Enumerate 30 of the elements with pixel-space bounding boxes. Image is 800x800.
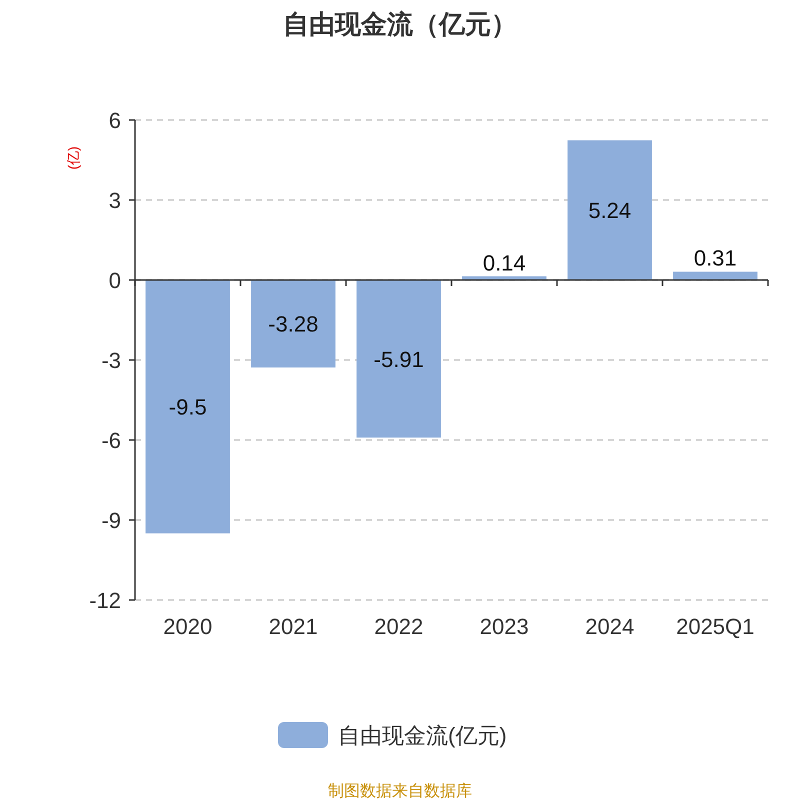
data-label: -3.28 xyxy=(268,312,318,337)
legend-label: 自由现金流(亿元) xyxy=(338,723,507,748)
y-axis-title: (亿) xyxy=(65,146,81,170)
data-label: 0.31 xyxy=(694,246,737,271)
data-label: 5.24 xyxy=(588,198,632,224)
y-tick-label: -9 xyxy=(101,508,121,533)
bar xyxy=(146,280,230,534)
x-tick-label: 2021 xyxy=(268,614,318,639)
y-tick-label: -3 xyxy=(101,348,121,373)
y-tick-label: 3 xyxy=(108,188,121,213)
自由现金流(亿元): -9.5 -3.28 -5.91 0.14 5.24 0.31 xyxy=(146,140,758,534)
x-tick-label: 2023 xyxy=(480,614,529,639)
x-tick-label: 2024 xyxy=(585,614,634,639)
y-tick-label: 0 xyxy=(108,268,121,293)
legend: 自由现金流(亿元) xyxy=(278,722,507,748)
x-tick-label: 2025Q1 xyxy=(676,614,754,639)
bar xyxy=(356,280,441,438)
chart-title: 自由现金流（亿元） xyxy=(283,9,517,39)
x-tick-label: 2022 xyxy=(374,614,424,639)
data-label: -5.91 xyxy=(374,346,424,372)
x-tick-label: 2020 xyxy=(163,614,212,639)
bar xyxy=(251,280,336,368)
data-label: 0.14 xyxy=(482,250,526,276)
data-label: -9.5 xyxy=(168,394,207,420)
y-tick-label: -12 xyxy=(89,588,121,613)
bar xyxy=(568,140,652,280)
text: 制图数据来自数据库 xyxy=(328,782,472,800)
y-tick-label: 6 xyxy=(108,108,121,133)
bar xyxy=(673,272,758,280)
y-tick-label: -6 xyxy=(101,428,121,453)
